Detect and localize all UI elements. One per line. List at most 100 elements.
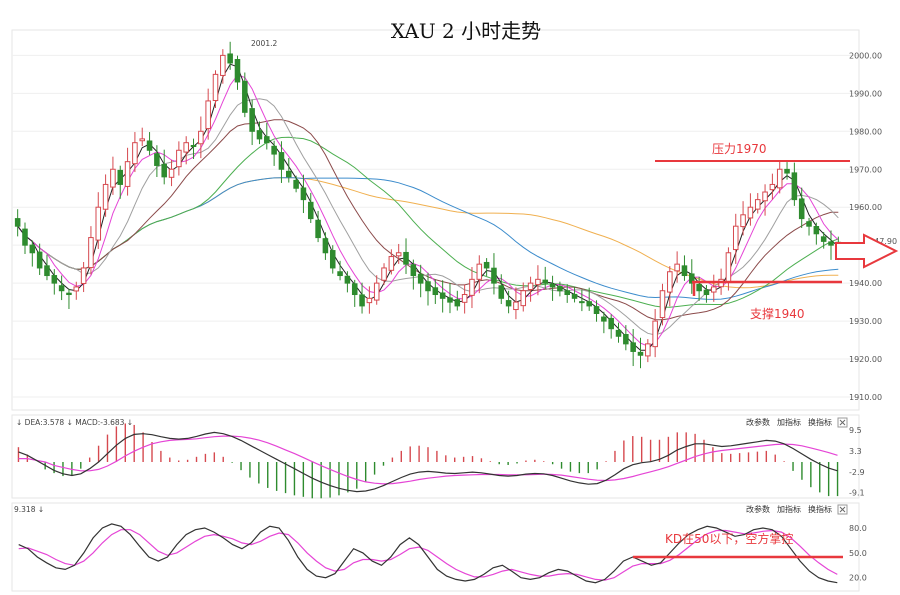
dif-line [18,431,838,493]
candle-body-down [703,289,710,296]
candle-body-down [579,301,585,304]
candle [36,243,43,275]
candle-body-up [212,73,219,102]
candle-body-down [36,251,43,269]
candle-body-up [469,278,475,296]
candle-body-down [337,271,343,277]
kd-close-icon[interactable] [837,504,848,515]
candle [271,140,277,166]
candle-body-down [689,273,695,284]
candle-body-up [102,183,109,210]
candle [776,160,783,194]
candle [315,210,321,243]
candle-body-down [29,244,36,254]
candle [307,192,314,223]
candle [740,201,746,236]
candle-body-up [373,282,380,301]
y-tick-labels: 2000.001990.001980.001970.001960.001950.… [849,51,882,402]
candle [322,232,329,260]
candle [513,287,519,320]
candle [227,41,233,70]
price-panel-frame [11,29,860,411]
kd-y-tick-label: 50.0 [849,549,867,558]
candle-body-up [110,168,116,188]
candle-body-down [278,152,285,170]
candle-body-down [806,221,812,227]
candle [798,187,805,228]
candle [520,282,527,312]
candle [806,217,812,236]
candle-body-down [403,251,409,265]
candle [674,251,680,283]
candle [132,132,138,173]
candle [58,275,65,301]
candle [813,222,820,245]
candle [198,116,204,159]
candle [542,266,549,289]
ma-25-line [17,136,839,308]
candle [220,49,226,84]
candle-body-down [307,201,314,220]
candle-body-up [205,100,211,130]
kd-switch-indicator-button[interactable]: 换指标 [808,504,832,514]
candle-body-down [615,329,622,337]
candle [205,88,211,140]
candle-body-up [747,206,754,219]
candle [615,322,622,343]
candle [498,274,505,305]
chart-title: XAU 2 小时走势 [391,19,541,43]
candlestick-layer [14,41,842,369]
candle-body-down [564,290,570,296]
candle [828,230,834,260]
candle [754,193,761,214]
candle-body-up [710,286,717,293]
candle-body-up [95,206,102,241]
kd-params-button[interactable]: 改参数 [746,504,770,514]
candle-body-up [769,183,776,191]
candle-body-down [315,219,321,239]
candle [769,173,776,200]
macd-panel-frame [11,414,860,499]
candle-body-up [176,149,182,168]
candle-body-up [366,297,373,304]
candle [645,339,651,363]
candle [549,275,556,301]
candle [329,245,336,274]
candle [732,213,739,264]
candle-body-down [344,275,351,284]
candle-body-down [557,285,563,292]
candle-body-down [798,198,805,220]
candle [249,99,255,146]
candle-body-up [762,191,768,202]
candle [820,232,827,249]
grid-layer [12,54,859,398]
candle-body-down [630,342,636,352]
macd-y-tick-label: -9.1 [849,489,865,498]
candle-body-up [674,263,680,272]
macd-close-icon[interactable] [837,417,848,428]
kd-y-tick-label: 80.0 [849,524,867,533]
candle-body-down [329,250,336,269]
candle [410,259,417,290]
candle [703,285,710,303]
candle [264,122,270,150]
candle [586,287,592,311]
candle-body-down [117,169,124,185]
candle [300,174,307,214]
macd-switch-indicator-button[interactable]: 换指标 [808,417,832,427]
candle [88,226,94,275]
macd-params-button[interactable]: 改参数 [746,417,770,427]
candle-body-up [168,168,175,178]
candle [557,281,563,297]
kd-add-indicator-button[interactable]: 加指标 [777,504,801,514]
candle [359,282,365,314]
candle [293,175,299,193]
candle [256,121,263,145]
candle [571,286,578,303]
candle-body-down [351,283,358,296]
candle-body-up [754,199,761,210]
macd-add-indicator-button[interactable]: 加指标 [777,417,801,427]
candle [190,138,197,160]
candle [124,147,131,196]
